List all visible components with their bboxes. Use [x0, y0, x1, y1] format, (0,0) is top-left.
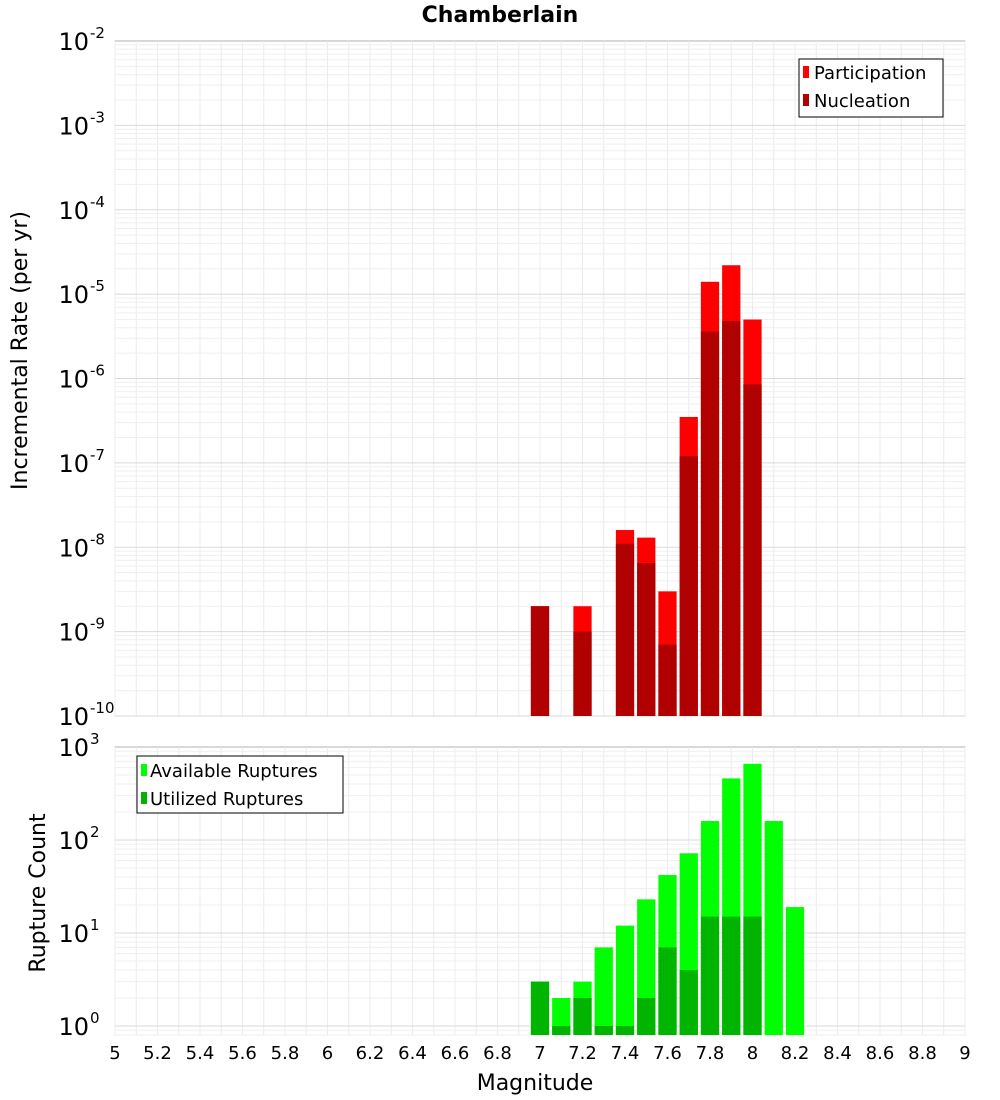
y-tick-exponent: -6 [90, 362, 105, 380]
bar-available-ruptures [615, 925, 635, 1035]
y-tick-label: 10 [58, 920, 89, 948]
y-tick-exponent: 0 [90, 1009, 100, 1027]
x-tick-label: 5.6 [228, 1043, 257, 1064]
y-tick-label: 10 [58, 450, 89, 478]
bar-utilized-ruptures [530, 981, 550, 1035]
chart-title: Chamberlain [422, 3, 579, 28]
y-tick-exponent: -4 [90, 193, 105, 211]
bar-nucleation [530, 606, 550, 716]
legend-nucleation-swatch [803, 94, 809, 106]
bottom-y-axis-label: Rupture Count [26, 813, 51, 973]
top-grid [114, 41, 966, 717]
x-tick-label: 5.8 [271, 1043, 300, 1064]
x-tick-label: 8 [747, 1043, 758, 1064]
x-tick-label: 5 [109, 1043, 120, 1064]
legend-nucleation-label: Nucleation [814, 91, 910, 112]
bar-nucleation [722, 321, 741, 716]
legend-participation-label: Participation [814, 63, 926, 84]
bar-utilized-ruptures [743, 916, 762, 1035]
bar-utilized-ruptures [679, 969, 698, 1035]
bar-nucleation [637, 563, 656, 716]
bar-available-ruptures [785, 907, 805, 1035]
bar-nucleation [679, 456, 698, 716]
x-tick-label: 7 [534, 1043, 545, 1064]
bar-nucleation [658, 644, 677, 716]
bar-nucleation [743, 384, 762, 716]
top-y-axis-label: Incremental Rate (per yr) [8, 211, 33, 490]
x-tick-label: 6 [322, 1043, 333, 1064]
y-tick-exponent: -7 [90, 446, 105, 464]
y-tick-exponent: 1 [90, 916, 100, 934]
y-tick-label: 10 [58, 366, 89, 394]
y-tick-exponent: -8 [90, 530, 105, 548]
bar-utilized-ruptures [615, 1025, 635, 1035]
bar-utilized-ruptures [700, 916, 720, 1035]
bar-nucleation [573, 631, 592, 716]
y-tick-exponent: 2 [90, 823, 100, 841]
y-tick-label: 10 [58, 619, 89, 647]
y-tick-label: 10 [58, 28, 89, 56]
x-tick-label: 5.4 [186, 1043, 215, 1064]
y-tick-exponent: -10 [90, 699, 115, 717]
x-tick-label: 6.8 [483, 1043, 512, 1064]
bar-utilized-ruptures [552, 1025, 571, 1035]
bar-available-ruptures [552, 997, 571, 1035]
y-tick-exponent: -5 [90, 277, 105, 295]
x-tick-label: 7.2 [568, 1043, 597, 1064]
bar-nucleation [615, 543, 635, 716]
y-tick-label: 10 [58, 197, 89, 225]
y-tick-label: 10 [58, 734, 89, 762]
y-tick-exponent: -3 [90, 108, 105, 126]
x-tick-label: 6.6 [441, 1043, 470, 1064]
x-tick-label: 5.2 [143, 1043, 172, 1064]
x-ticks: 5 5.2 5.4 5.6 5.8 6 6.2 6.4 6.6 6.8 7 7.2 7.4 7.6 7.8 8… [109, 1043, 970, 1064]
y-tick-label: 10 [58, 534, 89, 562]
bar-utilized-ruptures [573, 997, 592, 1035]
x-tick-label: 6.2 [356, 1043, 385, 1064]
y-tick-label: 10 [58, 1013, 89, 1041]
bottom-bars [530, 763, 805, 1035]
legend-utilized-swatch [141, 792, 147, 804]
y-tick-label: 10 [58, 827, 89, 855]
top-bars [530, 265, 762, 716]
y-tick-label: 10 [58, 703, 89, 731]
bottom-legend: Available Ruptures Utilized Ruptures [136, 755, 344, 814]
y-tick-exponent: -9 [90, 615, 105, 633]
x-tick-label: 8.8 [908, 1043, 937, 1064]
x-tick-label: 9 [959, 1043, 970, 1064]
x-tick-label: 6.4 [398, 1043, 427, 1064]
legend-participation-swatch [803, 66, 809, 78]
x-axis-label: Magnitude [477, 1071, 594, 1096]
legend-utilized-label: Utilized Ruptures [150, 789, 303, 810]
top-legend-box [798, 58, 944, 118]
x-tick-label: 7.8 [696, 1043, 725, 1064]
y-tick-label: 10 [58, 112, 89, 140]
bar-utilized-ruptures [594, 1025, 613, 1035]
bar-available-ruptures [594, 947, 613, 1035]
legend-available-swatch [141, 764, 147, 776]
legend-available-label: Available Ruptures [150, 761, 318, 782]
top-legend: Participation Nucleation [798, 58, 944, 118]
x-tick-label: 7.4 [611, 1043, 640, 1064]
y-tick-exponent: -2 [90, 24, 105, 42]
x-tick-label: 8.6 [866, 1043, 895, 1064]
x-tick-label: 8.4 [823, 1043, 852, 1064]
y-tick-label: 10 [58, 281, 89, 309]
bottom-legend-box [136, 755, 344, 814]
bar-available-ruptures [764, 821, 783, 1035]
bar-nucleation [700, 331, 720, 716]
bar-utilized-ruptures [637, 997, 656, 1035]
bar-utilized-ruptures [722, 916, 741, 1035]
bar-utilized-ruptures [658, 947, 677, 1035]
x-tick-label: 7.6 [653, 1043, 682, 1064]
x-tick-label: 8.2 [781, 1043, 810, 1064]
y-tick-exponent: 3 [90, 730, 100, 748]
